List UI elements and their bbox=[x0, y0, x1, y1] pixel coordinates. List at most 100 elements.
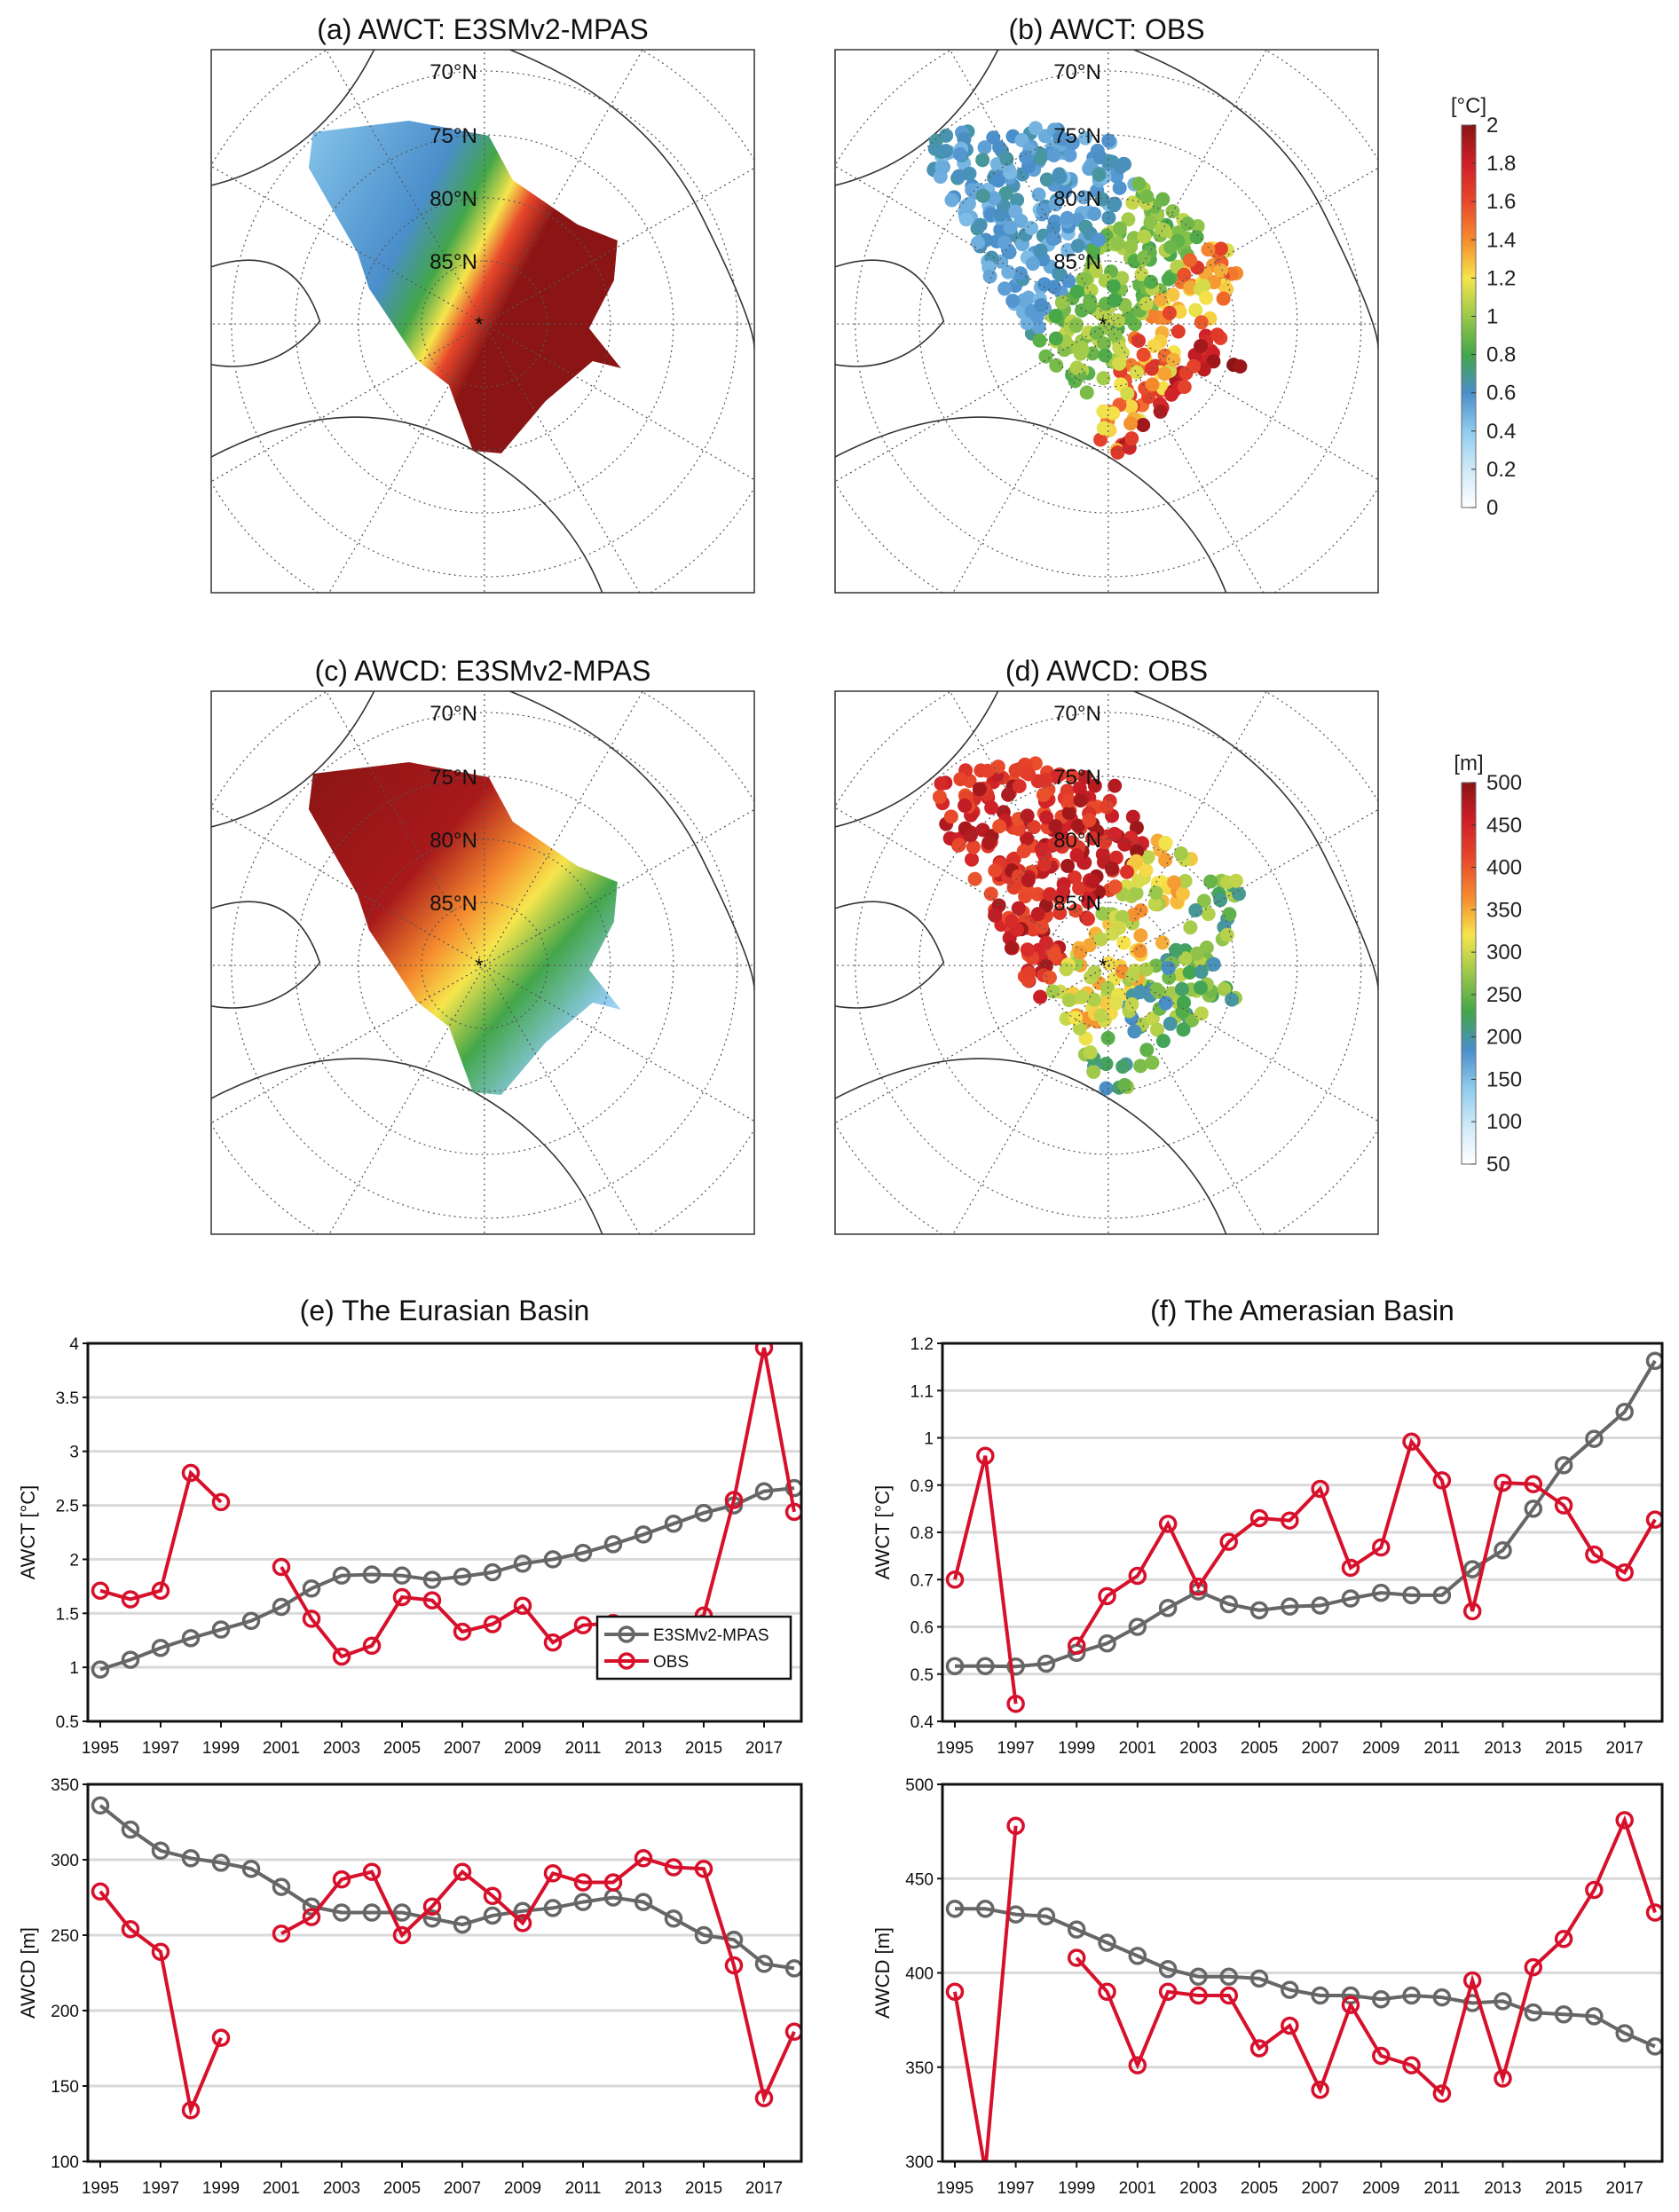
obs-point bbox=[1082, 813, 1097, 828]
data-point-model bbox=[332, 1566, 351, 1585]
obs-point bbox=[1203, 874, 1218, 889]
obs-point bbox=[1048, 197, 1063, 212]
obs-point bbox=[1067, 870, 1082, 885]
latitude-circle bbox=[231, 70, 738, 578]
obs-point bbox=[1177, 380, 1192, 395]
meridian-line bbox=[328, 50, 643, 593]
data-point-obs bbox=[1524, 1475, 1543, 1493]
legend-marker bbox=[618, 1652, 635, 1670]
obs-point bbox=[1096, 371, 1111, 386]
obs-point bbox=[1020, 942, 1035, 957]
y-axis-label: AWCT [°C] bbox=[17, 1485, 39, 1580]
pole-marker: * bbox=[476, 313, 484, 335]
obs-point bbox=[1030, 907, 1045, 922]
coastline bbox=[1133, 50, 1378, 349]
map-title: (a) AWCT: E3SMv2-MPAS bbox=[317, 13, 648, 45]
obs-point bbox=[1054, 295, 1069, 310]
obs-point bbox=[1110, 236, 1125, 251]
colorbar-gradient bbox=[1461, 782, 1477, 1165]
x-tick-label: 2005 bbox=[383, 1739, 421, 1758]
obs-point bbox=[1101, 210, 1116, 225]
colorbars-layer: [°C] 0 0.2 0.4 0.6 0.8 1 1.2 1.4 1.6 1.8 2 [m] 50 100 1… bbox=[1451, 94, 1522, 1177]
obs-point bbox=[1060, 210, 1075, 225]
y-tick-label: 0.9 bbox=[910, 1477, 934, 1496]
data-point-obs bbox=[302, 1908, 321, 1926]
obs-point bbox=[1194, 964, 1209, 980]
data-point-obs bbox=[1098, 1982, 1116, 2001]
obs-point bbox=[1093, 432, 1108, 447]
map-content: * bbox=[211, 50, 754, 593]
obs-point bbox=[1069, 284, 1084, 299]
data-point-model bbox=[211, 1854, 231, 1872]
data-point-obs bbox=[181, 1463, 201, 1483]
obs-point bbox=[1125, 968, 1140, 983]
obs-point bbox=[1194, 338, 1209, 353]
obs-point bbox=[1120, 386, 1135, 401]
data-point-model bbox=[1158, 1960, 1178, 1979]
obs-point bbox=[951, 838, 966, 853]
obs-point bbox=[990, 173, 1005, 188]
data-point-obs bbox=[1372, 2046, 1391, 2066]
latitude-label: 75°N bbox=[1053, 766, 1101, 790]
data-point-obs bbox=[513, 1596, 532, 1616]
obs-point bbox=[1034, 298, 1049, 313]
data-point-model bbox=[272, 1597, 291, 1617]
colorbar-unit: [°C] bbox=[1451, 94, 1486, 118]
obs-point bbox=[1039, 935, 1054, 950]
data-point-model bbox=[1006, 1657, 1025, 1676]
obs-point bbox=[952, 146, 967, 161]
data-point-obs bbox=[151, 1581, 170, 1600]
data-point-model bbox=[1402, 1986, 1421, 2005]
obs-point bbox=[1117, 837, 1132, 852]
obs-point bbox=[1038, 349, 1053, 364]
data-point-obs bbox=[91, 1581, 110, 1600]
obs-point bbox=[999, 151, 1014, 166]
obs-point bbox=[1199, 290, 1214, 305]
obs-point bbox=[1011, 901, 1026, 916]
y-tick-label: 1.5 bbox=[56, 1605, 79, 1624]
data-point-model bbox=[634, 1525, 653, 1544]
data-point-model bbox=[1645, 2037, 1662, 2056]
data-point-obs bbox=[1462, 1971, 1482, 1990]
obs-point bbox=[1005, 293, 1021, 308]
obs-point bbox=[1020, 808, 1035, 823]
coastline bbox=[211, 691, 375, 828]
axes-frame bbox=[941, 1342, 1664, 1723]
obs-point bbox=[1140, 850, 1155, 865]
obs-point bbox=[1149, 982, 1164, 997]
obs-point bbox=[1096, 421, 1111, 436]
obs-point bbox=[1047, 947, 1062, 962]
obs-point bbox=[1108, 996, 1123, 1011]
obs-point bbox=[1112, 180, 1127, 195]
data-point-model bbox=[151, 1841, 170, 1861]
data-point-model bbox=[362, 1903, 382, 1922]
data-point-obs bbox=[754, 1343, 774, 1358]
x-tick-label: 2005 bbox=[1241, 2179, 1278, 2198]
colorbar-tick-label: 1 bbox=[1486, 305, 1498, 329]
data-point-model bbox=[1281, 1597, 1299, 1616]
legend-label: OBS bbox=[653, 1653, 689, 1672]
data-point-model bbox=[1219, 1967, 1238, 1986]
y-tick-label: 4 bbox=[69, 1335, 79, 1354]
obs-point bbox=[1176, 1022, 1191, 1037]
data-point-model bbox=[1037, 1654, 1056, 1673]
data-point-obs bbox=[1615, 1563, 1634, 1582]
obs-point bbox=[1104, 861, 1119, 876]
latitude-label: 80°N bbox=[1053, 829, 1101, 853]
obs-point bbox=[1107, 293, 1122, 308]
y-tick-label: 450 bbox=[905, 1870, 934, 1889]
obs-point bbox=[1032, 333, 1047, 348]
line-chart-2: (f) The Amerasian Basin 0.4 0.5 0.6 0.7 0.8 0.… bbox=[871, 1295, 1664, 1758]
data-point-obs bbox=[211, 2028, 231, 2047]
obs-point bbox=[1186, 358, 1202, 374]
colorbar-tick-label: 0.4 bbox=[1486, 420, 1516, 444]
obs-point bbox=[1115, 909, 1130, 925]
data-point-model bbox=[603, 1535, 623, 1554]
obs-point bbox=[1008, 204, 1023, 219]
chart-title: (f) The Amerasian Basin bbox=[1150, 1295, 1454, 1326]
data-point-model bbox=[664, 1909, 683, 1928]
map-panel-2: (b) AWCT: OBS * 70°N 75°N 80°N 85°N bbox=[834, 13, 1379, 594]
data-point-model bbox=[392, 1903, 412, 1922]
data-point-obs bbox=[694, 1859, 713, 1878]
data-point-obs bbox=[1432, 2084, 1452, 2103]
